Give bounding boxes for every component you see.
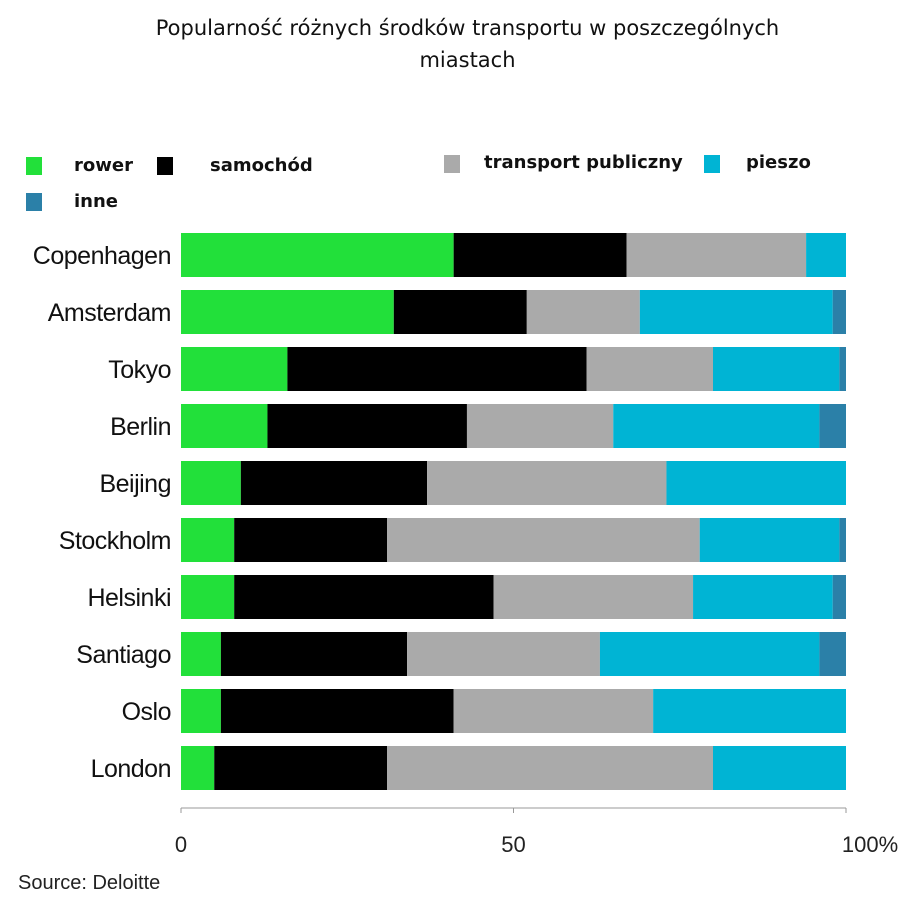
bar-segment-pieszo [713,347,840,391]
chart-title: Popularność różnych środków transportu w… [0,12,900,76]
bar-segment-transport-publiczny [586,347,713,391]
bar-segment-transport-publiczny [387,518,700,562]
category-label: Berlin [110,413,171,441]
category-label: London [91,755,171,783]
x-tick-label: 100% [842,832,898,857]
legend-swatch-1 [157,157,173,175]
category-label: Oslo [122,698,171,726]
source-note: Source: Deloitte [18,872,161,894]
bar-segment-pieszo [806,233,846,277]
bar-segment-transport-publiczny [453,689,654,733]
bar-segment-pieszo [693,575,833,619]
bar-segment-samochód [287,347,587,391]
bar-segment-pieszo [666,461,846,505]
category-label: Tokyo [108,356,171,384]
bar-segment-pieszo [639,290,833,334]
bar-segment-rower [181,518,235,562]
bar-segment-pieszo [613,404,820,448]
bar-segment-pieszo [599,632,820,676]
bar-segment-rower [181,746,215,790]
x-tick-label: 50 [501,832,525,857]
bar-segment-rower [181,290,394,334]
bar-segment-samochód [234,575,494,619]
bar-segment-samochód [234,518,388,562]
bar-segment-samochód [220,632,408,676]
legend-label-4: inne [74,191,119,212]
bar-segment-transport-publiczny [493,575,694,619]
legend-label-1: samochód [210,155,313,176]
x-tick-label: 0 [175,832,187,857]
category-label: Copenhagen [33,242,171,270]
category-label: Helsinki [87,584,171,612]
legend-swatch-2 [444,155,460,173]
bar-segment-inne [839,518,846,562]
category-label: Santiago [76,641,171,669]
bar-segment-rower [181,461,241,505]
bar-segment-inne [832,290,846,334]
bar-segment-transport-publiczny [407,632,600,676]
bar-segment-inne [839,347,846,391]
legend-label-2: transport publiczny [484,152,683,173]
bar-segment-transport-publiczny [427,461,667,505]
legend-label-0: rower [74,155,133,176]
bar-segment-samochód [240,461,428,505]
title-line-1: Popularność różnych środków transportu w… [155,16,780,40]
bar-segment-samochód [267,404,467,448]
category-label: Stockholm [59,527,171,555]
bar-segment-rower [181,347,288,391]
bar-segment-samochód [453,233,627,277]
legend-swatch-0 [26,157,42,175]
bar-segment-pieszo [713,746,846,790]
bar-segment-inne [832,575,846,619]
legend-swatch-3 [704,155,720,173]
bar-segment-rower [181,632,221,676]
category-label: Beijing [99,470,171,498]
category-label: Amsterdam [48,299,171,327]
bar-segment-samochód [214,746,388,790]
bar-segment-pieszo [653,689,846,733]
bar-segment-transport-publiczny [526,290,640,334]
legend-swatch-4 [26,193,42,211]
bar-segment-rower [181,404,268,448]
bar-segment-rower [181,575,235,619]
title-line-2: miastach [419,48,516,72]
bar-segment-samochód [393,290,527,334]
bar-segment-transport-publiczny [626,233,807,277]
bar-segment-rower [181,233,454,277]
bar-segment-pieszo [699,518,840,562]
bar-segment-transport-publiczny [387,746,713,790]
legend-label-3: pieszo [746,152,811,173]
bar-segment-transport-publiczny [466,404,614,448]
bar-segment-inne [819,404,846,448]
bar-segment-inne [819,632,846,676]
bar-segment-samochód [220,689,454,733]
bar-segment-rower [181,689,221,733]
